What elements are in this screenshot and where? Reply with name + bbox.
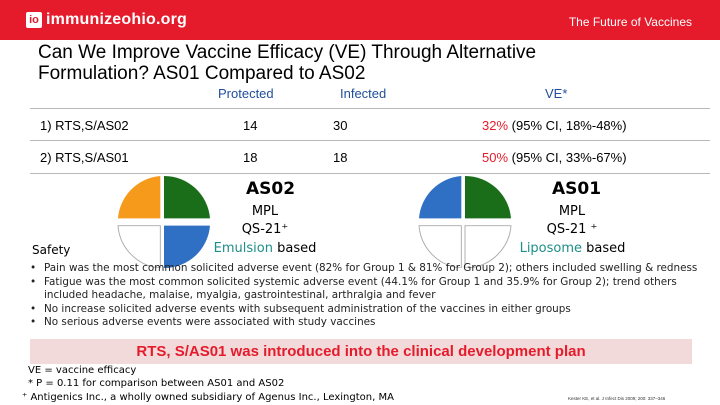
- as02-pie-icon: [116, 175, 212, 269]
- as02-qs21: QS-21⁺: [241, 222, 289, 237]
- list-item: • No increase solicited adverse events wi…: [30, 302, 571, 315]
- list-item: • No serious adverse events were associat…: [30, 316, 376, 329]
- as01-based: based: [582, 241, 626, 256]
- site-logo[interactable]: io immunizeohio.org: [26, 11, 187, 29]
- table-row: 1) RTS,S/AS02 14 30 32% (95% CI, 18%-48%…: [30, 108, 710, 141]
- safety-label: Safety: [32, 243, 71, 257]
- col-header-protected: Protected: [218, 86, 274, 101]
- row-ve: 32% (95% CI, 18%-48%): [482, 118, 627, 133]
- citation: Kester KE, et al. J Infect Dis 2009; 200…: [568, 396, 666, 401]
- slide-title: Can We Improve Vaccine Efficacy (VE) Thr…: [38, 42, 537, 84]
- row-name: 2) RTS,S/AS01: [40, 150, 129, 165]
- row-name: 1) RTS,S/AS02: [40, 118, 129, 133]
- table-row: 2) RTS,S/AS01 18 18 50% (95% CI, 33%-67%…: [30, 141, 710, 174]
- list-item: • Pain was the most common solicited adve…: [30, 262, 698, 274]
- row-protected: 14: [243, 118, 258, 133]
- footnote-ve: VE = vaccine efficacy: [28, 365, 137, 376]
- as02-emulsion: Emulsion: [213, 241, 273, 256]
- as02-formulation: Emulsion based: [205, 241, 325, 256]
- footnote-p: * P = 0.11 for comparison between AS01 a…: [28, 378, 285, 389]
- as01-qs21: QS-21 ⁺: [546, 222, 598, 237]
- as01-formulation: Liposome based: [510, 241, 635, 256]
- as02-based: based: [272, 241, 317, 256]
- row-infected: 18: [333, 150, 348, 165]
- ve-ci: (95% CI, 33%-67%): [511, 150, 627, 165]
- row-ve: 50% (95% CI, 33%-67%): [482, 150, 627, 165]
- footnote-antigenics: ⁺ Antigenics Inc., a wholly owned subsid…: [22, 392, 394, 403]
- ve-percent: 32%: [482, 118, 509, 133]
- header-bar: io immunizeohio.org The Future of Vaccin…: [0, 0, 720, 40]
- as01-title: AS01: [552, 179, 602, 199]
- col-header-infected: Infected: [340, 86, 387, 101]
- tagline: The Future of Vaccines: [568, 15, 692, 29]
- as02-title: AS02: [246, 179, 296, 199]
- as01-pie-icon: [417, 175, 513, 269]
- row-protected: 18: [243, 150, 258, 165]
- ve-ci: (95% CI, 18%-48%): [511, 118, 627, 133]
- logo-text: immunizeohio.org: [46, 11, 187, 28]
- list-item: • Fatigue was the most common solicited s…: [30, 275, 677, 302]
- safety-bullets: • Pain was the most common solicited adve…: [30, 262, 715, 330]
- conclusion-banner: RTS, S/AS01 was introduced into the clin…: [30, 339, 692, 364]
- ve-percent: 50%: [482, 150, 509, 165]
- row-infected: 30: [333, 118, 348, 133]
- col-header-ve: VE*: [545, 86, 568, 101]
- logo-mark-icon: io: [26, 12, 42, 28]
- as02-mpl: MPL: [251, 204, 279, 219]
- as01-liposome: Liposome: [519, 241, 583, 256]
- as01-mpl: MPL: [558, 204, 586, 219]
